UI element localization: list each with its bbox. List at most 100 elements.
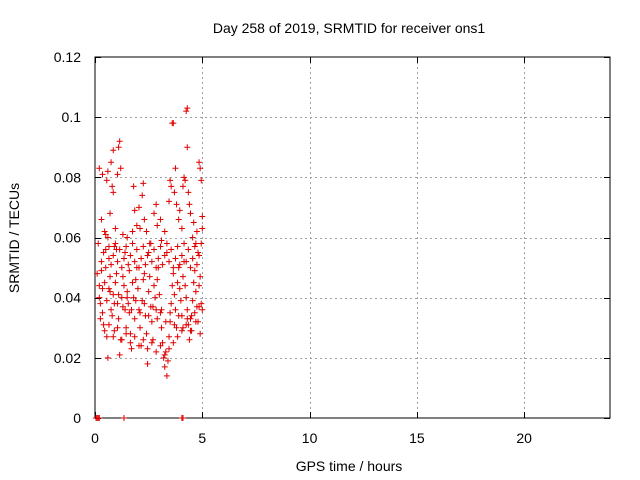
data-point xyxy=(131,333,138,340)
data-point xyxy=(144,252,151,259)
data-point xyxy=(114,258,121,265)
data-point xyxy=(130,183,137,190)
y-axis-tick-labels: 0 0.02 0.04 0.06 0.08 0.1 0.12 xyxy=(54,49,81,426)
data-point xyxy=(179,183,186,190)
data-point xyxy=(139,192,146,199)
data-point xyxy=(196,282,203,289)
data-point xyxy=(159,339,166,346)
data-point xyxy=(157,216,164,223)
data-point xyxy=(120,282,127,289)
data-point xyxy=(144,360,151,367)
data-point xyxy=(102,246,109,253)
data-point xyxy=(196,159,203,166)
data-point xyxy=(190,279,197,286)
data-point xyxy=(107,288,114,295)
data-point xyxy=(124,234,131,241)
data-point xyxy=(168,183,175,190)
data-point xyxy=(119,273,126,280)
data-point xyxy=(164,357,171,364)
data-point xyxy=(185,246,192,253)
data-point xyxy=(137,309,144,316)
data-point xyxy=(96,165,103,172)
data-point xyxy=(162,318,169,325)
data-point xyxy=(101,327,108,334)
data-point xyxy=(166,258,173,265)
data-point xyxy=(110,252,117,259)
data-point xyxy=(148,258,155,265)
data-point xyxy=(140,276,147,283)
data-point xyxy=(135,342,142,349)
data-point xyxy=(198,300,205,307)
data-point xyxy=(182,177,189,184)
data-point xyxy=(104,168,111,175)
data-point xyxy=(118,294,125,301)
data-point xyxy=(146,273,153,280)
data-point xyxy=(178,327,185,334)
data-point xyxy=(188,327,195,334)
y-tick-label: 0 xyxy=(73,410,81,426)
data-point xyxy=(198,240,205,247)
data-point xyxy=(98,258,105,265)
data-point xyxy=(196,303,203,310)
data-point xyxy=(157,243,164,250)
data-point xyxy=(118,264,125,271)
data-point xyxy=(181,174,188,181)
data-point xyxy=(135,264,142,271)
data-point xyxy=(97,300,104,307)
data-point xyxy=(126,267,133,274)
data-point xyxy=(115,315,122,322)
data-point xyxy=(142,261,149,268)
data-point xyxy=(170,270,177,277)
data-point xyxy=(172,255,179,262)
data-point xyxy=(183,258,190,265)
data-point xyxy=(153,306,160,313)
data-point xyxy=(143,330,150,337)
data-point xyxy=(176,207,183,214)
x-tick-label: 0 xyxy=(91,430,99,446)
data-point xyxy=(129,228,136,235)
data-point xyxy=(161,252,168,259)
data-point xyxy=(158,237,165,244)
data-point xyxy=(99,309,106,316)
data-point xyxy=(166,333,173,340)
data-point xyxy=(125,300,132,307)
data-point xyxy=(101,228,108,235)
data-point xyxy=(144,345,151,352)
data-point xyxy=(95,240,102,247)
data-point xyxy=(176,261,183,268)
data-point xyxy=(114,171,121,178)
data-point xyxy=(176,285,183,292)
data-point xyxy=(94,270,101,277)
data-point xyxy=(103,297,110,304)
data-point xyxy=(169,282,176,289)
data-point xyxy=(175,216,182,223)
data-point xyxy=(153,264,160,271)
data-point xyxy=(135,204,142,211)
data-point xyxy=(182,282,189,289)
data-point xyxy=(163,372,170,379)
data-point xyxy=(113,270,120,277)
data-point xyxy=(171,189,178,196)
data-point xyxy=(107,273,114,280)
data-point xyxy=(184,105,191,112)
data-point xyxy=(132,297,139,304)
data-point xyxy=(107,210,114,217)
data-point xyxy=(183,321,190,328)
data-point xyxy=(193,228,200,235)
data-point xyxy=(199,306,206,313)
y-tick-label: 0.04 xyxy=(54,290,81,306)
data-point xyxy=(140,243,147,250)
data-point xyxy=(124,288,131,295)
data-point xyxy=(192,318,199,325)
data-point xyxy=(115,291,122,298)
data-point xyxy=(170,264,177,271)
data-point xyxy=(102,264,109,271)
data-point xyxy=(183,294,190,301)
data-point xyxy=(159,261,166,268)
plot-frame xyxy=(94,56,611,419)
data-point xyxy=(186,336,193,343)
data-point xyxy=(108,159,115,166)
data-point xyxy=(134,285,141,292)
data-point xyxy=(110,189,117,196)
data-point xyxy=(199,213,206,220)
